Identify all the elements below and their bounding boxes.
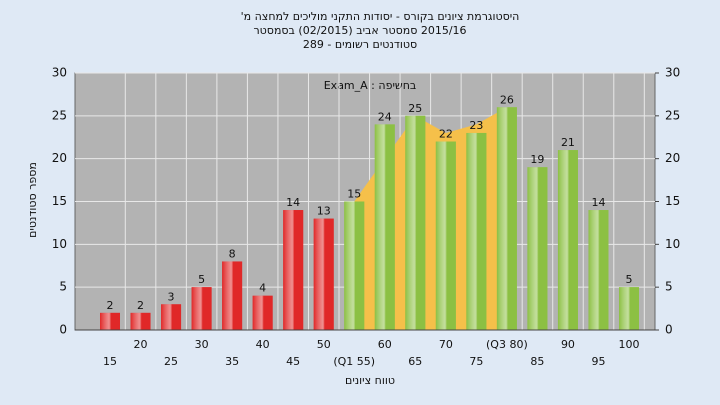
y2-tick-label: 20 — [665, 151, 680, 165]
value-label: 5 — [198, 273, 205, 286]
bar-shine — [588, 210, 609, 330]
x-tick-label: 100 — [619, 338, 640, 351]
x-axis-label: טווח ציונים — [345, 374, 395, 387]
bar-shine — [405, 115, 426, 330]
bar-shine — [191, 287, 212, 330]
y-axis-label: מספר סטודנטים — [26, 162, 39, 238]
bar-shine — [283, 210, 304, 330]
value-label: 19 — [530, 153, 544, 166]
y2-tick-label: 0 — [665, 323, 673, 337]
x-tick-label: 65 — [408, 355, 422, 368]
x-tick-label: 85 — [530, 355, 544, 368]
x-tick-label: 90 — [561, 338, 575, 351]
value-label: 14 — [286, 196, 300, 209]
value-label: 14 — [591, 196, 605, 209]
x-tick-label: (Q3 80) — [486, 338, 528, 351]
bar-shine — [344, 201, 365, 330]
x-tick-label: 35 — [225, 355, 239, 368]
bar-shine — [313, 218, 334, 330]
bar-shine — [527, 167, 548, 330]
bar-shine — [466, 132, 487, 330]
x-tick-label: 40 — [256, 338, 270, 351]
value-label: 5 — [626, 273, 633, 286]
x-tick-label: 50 — [317, 338, 331, 351]
value-label: 22 — [439, 128, 453, 141]
value-label: 8 — [229, 247, 236, 260]
y-tick-label: 5 — [59, 280, 67, 294]
value-label: 13 — [317, 205, 331, 218]
x-tick-label: 20 — [134, 338, 148, 351]
x-tick-label: (Q1 55) — [333, 355, 375, 368]
x-tick-label: 15 — [103, 355, 117, 368]
y-tick-label: 30 — [52, 66, 67, 80]
x-tick-label: 25 — [164, 355, 178, 368]
bar-shine — [374, 124, 395, 331]
value-label: 2 — [107, 299, 114, 312]
x-tick-label: 70 — [439, 338, 453, 351]
value-label: 25 — [408, 102, 422, 115]
y2-tick-label: 10 — [665, 237, 680, 251]
x-tick-label: 75 — [469, 355, 483, 368]
bar-shine — [496, 107, 517, 331]
y-tick-label: 20 — [52, 151, 67, 165]
x-tick-label: 60 — [378, 338, 392, 351]
value-label: 21 — [561, 136, 575, 149]
bar-shine — [161, 304, 182, 330]
y-tick-label: 15 — [52, 194, 67, 208]
bar-shine — [130, 312, 151, 330]
bar-shine — [100, 312, 120, 330]
y-tick-label: 10 — [52, 237, 67, 251]
y-tick-label: 25 — [52, 108, 67, 122]
y2-tick-label: 15 — [665, 194, 680, 208]
chart-subtitle: 2015/16 סמסטר אביב (02/2015) בסמסטר — [253, 24, 466, 37]
y2-tick-label: 30 — [665, 66, 680, 80]
bar-shine — [252, 295, 273, 330]
value-label: 4 — [259, 282, 266, 295]
x-tick-label: 45 — [286, 355, 300, 368]
value-label: 23 — [469, 119, 483, 132]
x-tick-label: 30 — [195, 338, 209, 351]
bar-shine — [435, 141, 456, 330]
value-label: 26 — [500, 93, 514, 106]
bar-shine — [619, 287, 640, 330]
y2-tick-label: 5 — [665, 280, 673, 294]
x-tick-label: 95 — [591, 355, 605, 368]
value-label: 15 — [347, 188, 361, 201]
chart-subtitle: סטודנטים רשומים - 289 — [303, 38, 417, 51]
y-tick-label: 0 — [59, 323, 67, 337]
value-label: 2 — [137, 299, 144, 312]
chart-title: היסטוגרמת ציונים בקורס - יסודות התקני מו… — [241, 10, 520, 23]
value-label: 3 — [168, 290, 175, 303]
y2-tick-label: 25 — [665, 108, 680, 122]
bar-shine — [557, 150, 578, 330]
bar-shine — [222, 261, 243, 330]
value-label: 24 — [378, 110, 392, 123]
